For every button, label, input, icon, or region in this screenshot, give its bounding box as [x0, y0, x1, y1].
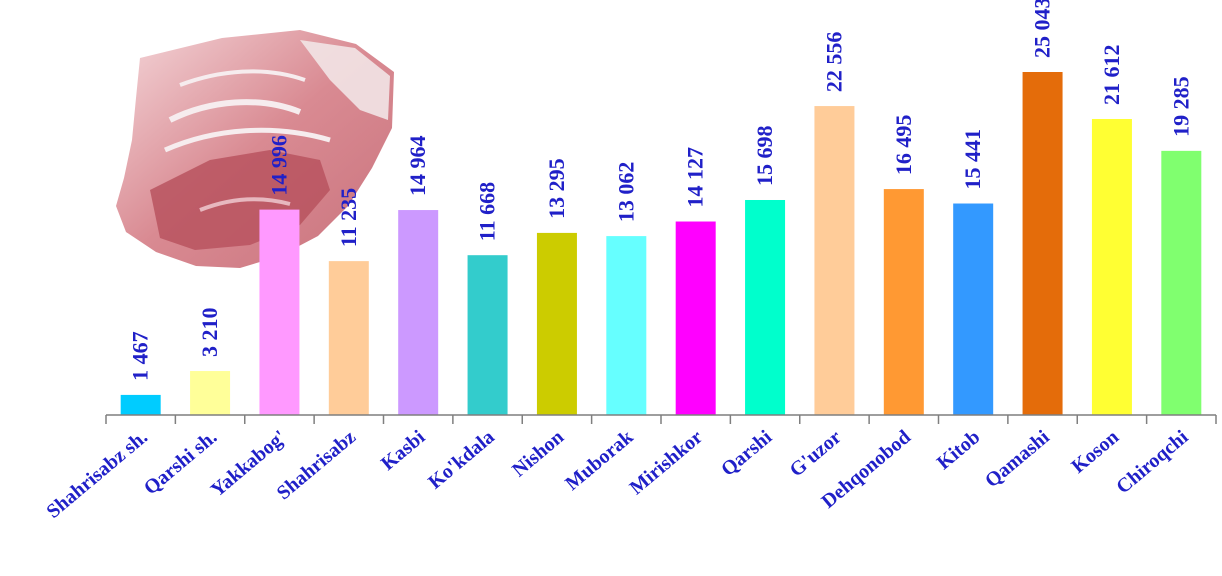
- bar-yakkabog: [259, 209, 300, 415]
- value-label-dehqonobod: 16 495: [891, 115, 916, 176]
- value-label-kitob: 15 441: [960, 129, 985, 190]
- category-label-shahrisabz-sh: Shahrisabz sh.: [42, 426, 152, 523]
- bar-qamashi: [1022, 72, 1063, 415]
- bar-chiroqchi: [1161, 150, 1202, 415]
- bar-g-uzor: [814, 106, 855, 415]
- value-label-koson: 21 612: [1099, 44, 1124, 105]
- value-label-chiroqchi: 19 285: [1168, 76, 1193, 137]
- category-label-chiroqchi: Chiroqchi: [1112, 426, 1193, 499]
- category-labels-group: Shahrisabz sh.Qarshi sh.Yakkabog'Shahris…: [42, 425, 1192, 522]
- value-label-shahrisabz-sh: 1 467: [128, 331, 153, 381]
- bar-shahrisabz-sh: [120, 394, 161, 415]
- value-label-ko-kdala: 11 668: [475, 182, 500, 241]
- bar-koson: [1091, 118, 1132, 415]
- value-label-qarshi: 15 698: [752, 125, 777, 186]
- value-label-muborak: 13 062: [613, 162, 638, 223]
- value-label-shahrisabz: 11 235: [336, 188, 361, 247]
- category-label-kitob: Kitob: [933, 426, 985, 474]
- bar-kitob: [953, 203, 994, 415]
- category-label-kasbi: Kasbi: [377, 426, 430, 475]
- bars-group: [120, 72, 1202, 415]
- bar-ko-kdala: [467, 255, 508, 415]
- bar-qarshi: [745, 199, 786, 415]
- bar-muborak: [606, 236, 647, 415]
- value-labels-group: 1 467 3 210 14 996 11 235 14 964 11 668 13 295…: [128, 0, 1194, 381]
- value-label-mirishkor: 14 127: [683, 147, 708, 208]
- bar-mirishkor: [675, 221, 716, 415]
- bar-dehqonobod: [883, 189, 924, 415]
- category-label-mirishkor: Mirishkor: [626, 426, 707, 499]
- category-label-nishon: Nishon: [508, 426, 568, 481]
- x-axis-ticks: [105, 415, 1217, 424]
- category-label-qarshi: Qarshi: [717, 426, 777, 481]
- value-label-qarshi-sh: 3 210: [197, 308, 222, 358]
- category-label-ko-kdala: Ko'kdala: [424, 426, 499, 494]
- value-label-g-uzor: 22 556: [821, 32, 846, 93]
- value-label-yakkabog: 14 996: [266, 135, 291, 196]
- value-label-kasbi: 14 964: [405, 136, 430, 197]
- category-label-koson: Koson: [1067, 426, 1123, 478]
- value-label-nishon: 13 295: [544, 158, 569, 219]
- category-label-qamashi: Qamashi: [981, 426, 1054, 492]
- bar-shahrisabz: [328, 261, 369, 415]
- value-label-qamashi: 25 043: [1030, 0, 1055, 58]
- bar-nishon: [536, 232, 577, 415]
- bar-kasbi: [398, 210, 439, 415]
- bar-qarshi-sh: [190, 371, 231, 415]
- category-label-g-uzor: G'uzor: [786, 426, 846, 481]
